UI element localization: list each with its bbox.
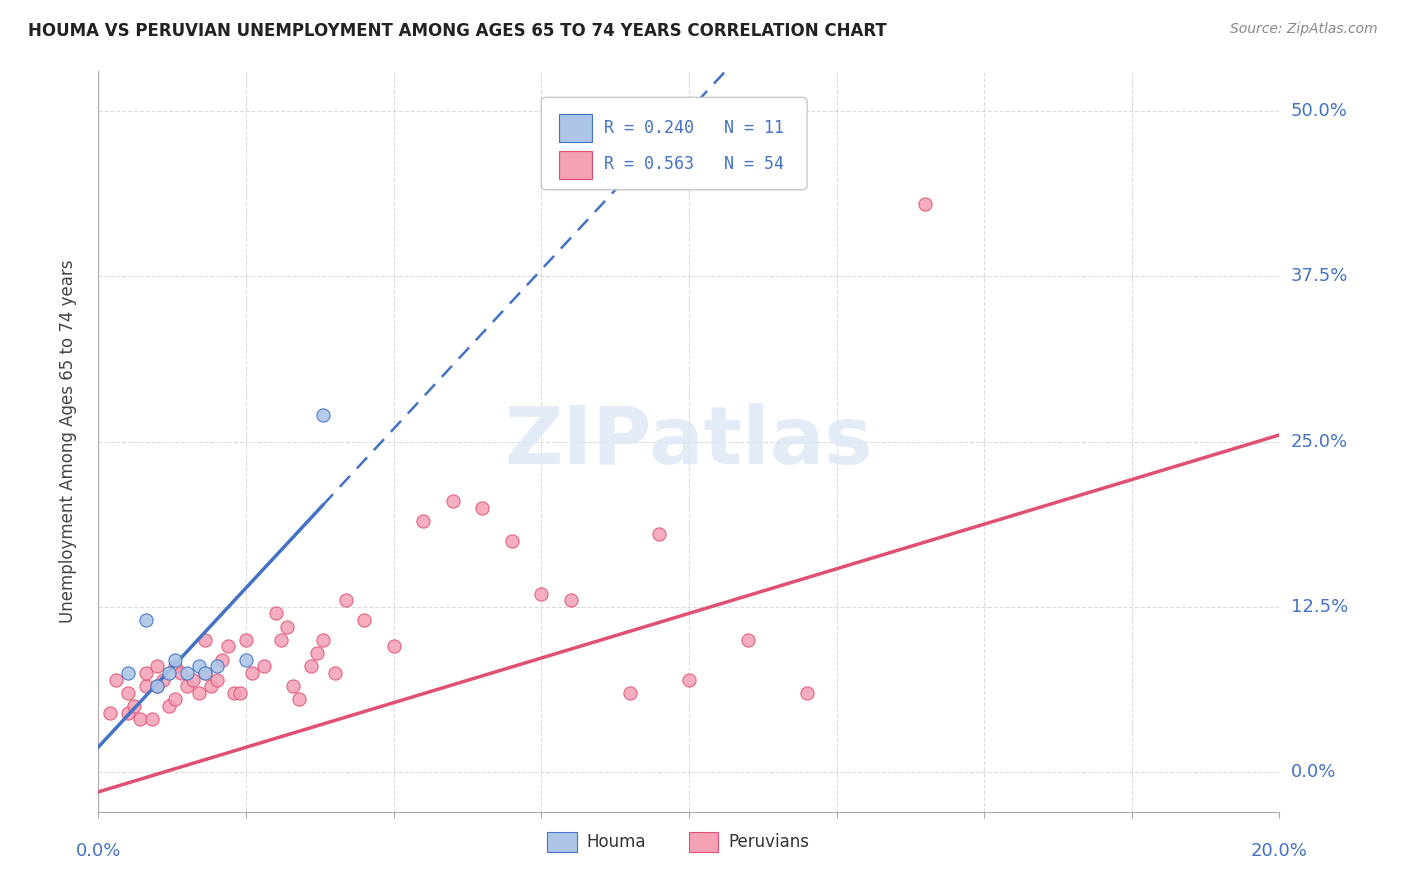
Text: 25.0%: 25.0% (1291, 433, 1348, 450)
Point (152, 673, 174, 687)
Point (141, 712, 163, 726)
Point (211, 653, 233, 667)
Point (200, 679, 222, 693)
Point (312, 632, 335, 647)
Point (235, 653, 257, 667)
Point (128, 712, 150, 726)
Text: Source: ZipAtlas.com: Source: ZipAtlas.com (1230, 22, 1378, 37)
Text: Peruvians: Peruvians (728, 833, 808, 851)
Point (98, 706, 121, 720)
Point (117, 665, 139, 680)
Point (105, 673, 128, 687)
Point (146, 659, 169, 673)
Point (323, 665, 346, 680)
Point (312, 408, 335, 422)
Point (914, 196, 936, 211)
Point (187, 659, 209, 673)
Point (187, 686, 209, 700)
Point (501, 533, 523, 548)
Point (240, 665, 263, 680)
Point (619, 686, 641, 700)
Point (276, 620, 298, 634)
Point (205, 659, 228, 673)
Point (165, 659, 187, 673)
Point (217, 640, 239, 654)
Point (165, 692, 187, 706)
Point (194, 632, 217, 647)
Y-axis label: Unemployment Among Ages 65 to 74 years: Unemployment Among Ages 65 to 74 years (59, 260, 77, 624)
Point (648, 527, 671, 541)
Text: Houma: Houma (586, 833, 645, 851)
Text: 37.5%: 37.5% (1291, 268, 1348, 285)
Point (194, 665, 217, 680)
Point (135, 679, 157, 693)
Point (170, 665, 193, 680)
Point (678, 673, 700, 687)
Point (157, 698, 180, 713)
FancyBboxPatch shape (560, 151, 592, 178)
Point (560, 593, 582, 607)
Point (117, 706, 139, 720)
Point (224, 686, 246, 700)
Text: HOUMA VS PERUVIAN UNEMPLOYMENT AMONG AGES 65 TO 74 YEARS CORRELATION CHART: HOUMA VS PERUVIAN UNEMPLOYMENT AMONG AGE… (28, 22, 887, 40)
Point (176, 679, 198, 693)
Point (412, 514, 434, 528)
Point (441, 494, 464, 508)
Text: ZIPatlas: ZIPatlas (505, 402, 873, 481)
Point (122, 698, 145, 713)
Point (135, 665, 157, 680)
Point (165, 653, 187, 667)
Point (353, 613, 375, 627)
Text: 20.0%: 20.0% (1251, 842, 1308, 860)
Point (264, 607, 287, 621)
Point (146, 679, 169, 693)
Point (288, 692, 311, 706)
Point (157, 665, 180, 680)
Point (117, 686, 139, 700)
FancyBboxPatch shape (541, 97, 807, 190)
Point (737, 632, 759, 647)
FancyBboxPatch shape (689, 831, 718, 853)
Point (194, 665, 217, 680)
Point (205, 673, 228, 687)
Point (305, 646, 328, 660)
Point (181, 673, 204, 687)
FancyBboxPatch shape (547, 831, 576, 853)
FancyBboxPatch shape (560, 114, 592, 143)
Point (235, 632, 257, 647)
Point (135, 613, 157, 627)
Point (283, 679, 305, 693)
Point (299, 659, 322, 673)
Text: R = 0.240   N = 11: R = 0.240 N = 11 (605, 119, 785, 136)
Text: 12.5%: 12.5% (1291, 598, 1348, 615)
Point (471, 500, 494, 515)
Point (176, 665, 198, 680)
Text: 0.0%: 0.0% (1291, 763, 1336, 781)
Point (253, 659, 276, 673)
Point (335, 593, 357, 607)
Text: 50.0%: 50.0% (1291, 102, 1347, 120)
Point (229, 686, 252, 700)
Point (530, 586, 553, 600)
Point (796, 686, 818, 700)
Text: R = 0.563   N = 54: R = 0.563 N = 54 (605, 155, 785, 173)
Point (382, 640, 405, 654)
Point (146, 679, 169, 693)
Text: 0.0%: 0.0% (76, 842, 121, 860)
Point (270, 632, 292, 647)
